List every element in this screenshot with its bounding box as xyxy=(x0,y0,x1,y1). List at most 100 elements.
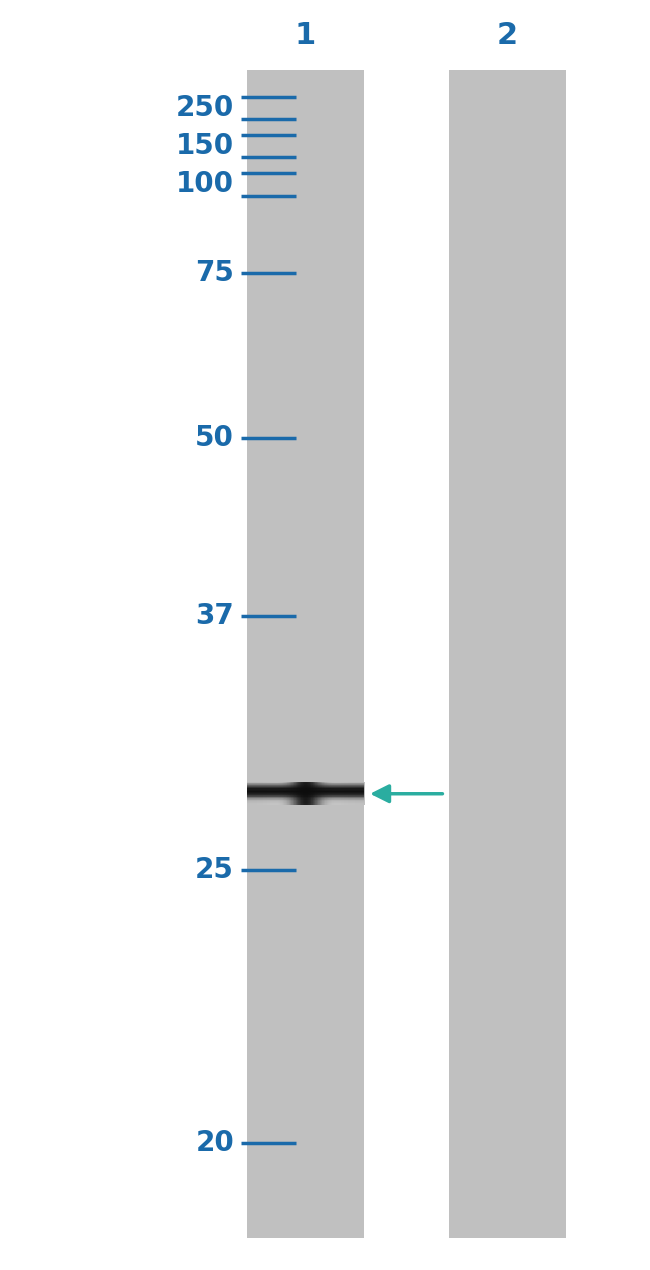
Bar xyxy=(272,782,274,805)
Bar xyxy=(247,70,364,1238)
Bar xyxy=(275,782,276,805)
Bar xyxy=(346,782,348,805)
Bar xyxy=(352,782,354,805)
Bar xyxy=(279,782,280,805)
Bar xyxy=(257,782,259,805)
Bar xyxy=(332,782,333,805)
Bar xyxy=(247,791,364,792)
Bar xyxy=(274,782,275,805)
Bar xyxy=(247,805,364,806)
Bar xyxy=(338,782,339,805)
Bar xyxy=(337,782,338,805)
Bar xyxy=(332,782,333,805)
Bar xyxy=(300,782,301,805)
Bar xyxy=(343,782,344,805)
Bar xyxy=(311,782,313,805)
Bar xyxy=(247,789,364,791)
Bar xyxy=(326,782,327,805)
Bar xyxy=(280,782,281,805)
Bar xyxy=(308,782,309,805)
Bar xyxy=(247,799,364,800)
Bar xyxy=(339,782,340,805)
Bar xyxy=(344,782,346,805)
Bar xyxy=(315,782,317,805)
Bar xyxy=(280,782,281,805)
Bar xyxy=(247,782,364,785)
Bar xyxy=(356,782,358,805)
Bar xyxy=(247,804,364,805)
Bar xyxy=(259,782,261,805)
Bar xyxy=(247,804,364,805)
Bar xyxy=(278,782,279,805)
Bar xyxy=(263,782,264,805)
Bar xyxy=(247,782,248,805)
Bar xyxy=(354,782,356,805)
Bar xyxy=(337,782,338,805)
Bar xyxy=(328,782,329,805)
Bar xyxy=(363,782,364,805)
Bar xyxy=(327,782,328,805)
Bar xyxy=(348,782,349,805)
Bar xyxy=(342,782,343,805)
Bar xyxy=(316,782,317,805)
Bar xyxy=(247,790,364,791)
Bar xyxy=(259,782,260,805)
Bar xyxy=(292,782,294,805)
Bar xyxy=(247,795,364,798)
Text: 75: 75 xyxy=(195,259,234,287)
Bar xyxy=(247,787,364,789)
Bar xyxy=(361,782,363,805)
Bar xyxy=(312,782,313,805)
Bar xyxy=(278,782,280,805)
Bar xyxy=(266,782,268,805)
Bar xyxy=(289,782,290,805)
Bar xyxy=(282,782,283,805)
Bar xyxy=(361,782,362,805)
Bar xyxy=(340,782,341,805)
Bar xyxy=(252,782,253,805)
Bar xyxy=(324,782,325,805)
Bar xyxy=(296,782,297,805)
Bar xyxy=(281,782,282,805)
Bar xyxy=(247,786,364,787)
Bar xyxy=(317,782,318,805)
Bar xyxy=(247,784,364,785)
Bar xyxy=(350,782,351,805)
Bar xyxy=(254,782,255,805)
Bar xyxy=(341,782,342,805)
Bar xyxy=(247,795,364,798)
Bar xyxy=(292,782,293,805)
Bar xyxy=(269,782,270,805)
Bar xyxy=(247,792,364,795)
Bar xyxy=(247,804,364,805)
Bar xyxy=(335,782,337,805)
Bar xyxy=(305,782,306,805)
Bar xyxy=(255,782,256,805)
Bar xyxy=(247,795,364,796)
Bar xyxy=(283,782,284,805)
Bar xyxy=(448,70,566,1238)
Bar xyxy=(290,782,291,805)
Bar xyxy=(298,782,299,805)
Bar xyxy=(321,782,322,805)
Bar xyxy=(330,782,332,805)
Bar xyxy=(247,790,364,791)
Bar xyxy=(285,782,286,805)
Bar xyxy=(343,782,344,805)
Bar xyxy=(247,798,364,799)
Bar xyxy=(247,787,364,789)
Text: 50: 50 xyxy=(195,424,234,452)
Bar xyxy=(261,782,262,805)
Text: 250: 250 xyxy=(176,94,234,122)
Bar xyxy=(326,782,327,805)
Bar xyxy=(247,795,364,796)
Bar xyxy=(274,782,276,805)
Bar xyxy=(313,782,315,805)
Bar xyxy=(253,782,254,805)
Bar xyxy=(268,782,270,805)
Bar xyxy=(352,782,353,805)
Bar xyxy=(247,792,364,794)
Bar xyxy=(285,782,286,805)
Bar xyxy=(285,782,287,805)
Bar xyxy=(291,782,292,805)
